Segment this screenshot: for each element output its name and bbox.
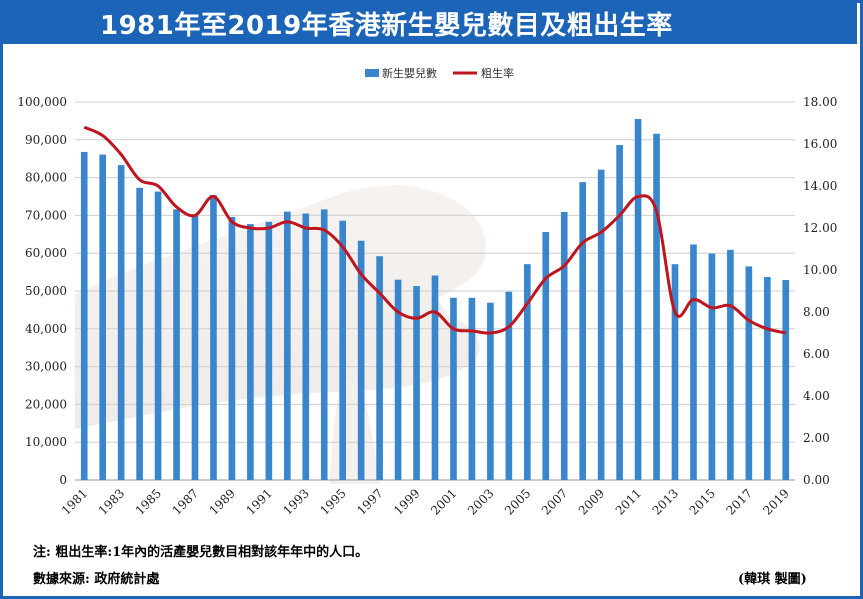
bar-2003 [487, 302, 494, 480]
bar-1997 [376, 256, 383, 480]
bar-1985 [154, 191, 162, 480]
bar-1996 [357, 240, 365, 480]
bar-1984 [136, 187, 143, 480]
x-tick-label: 2019 [760, 486, 791, 517]
bar-2006 [542, 232, 550, 480]
y-right-tick-label: 14.00 [803, 179, 837, 193]
x-tick-label: 1981 [59, 486, 90, 517]
y-left-tick-label: 50,000 [25, 284, 67, 298]
y-left-tick-label: 100,000 [17, 95, 67, 109]
bar-1998 [394, 279, 402, 480]
bar-1993 [302, 213, 310, 480]
bar-2015 [708, 253, 716, 480]
x-tick-label: 2005 [502, 486, 533, 517]
x-tick-label: 2007 [539, 486, 570, 517]
y-left-tick-label: 80,000 [25, 171, 67, 185]
legend-line-label: 粗生率 [481, 66, 514, 80]
bar-1987 [191, 215, 199, 480]
y-left-tick-label: 30,000 [25, 360, 67, 374]
bar-1986 [173, 209, 180, 481]
bar-1989 [228, 216, 236, 481]
y-right-tick-label: 2.00 [803, 431, 830, 445]
x-tick-label: 2017 [723, 486, 754, 517]
x-tick-label: 1987 [170, 486, 201, 517]
y-right-tick-label: 8.00 [803, 305, 830, 319]
legend: 新生嬰兒數 粗生率 [365, 66, 514, 80]
x-tick-label: 2013 [650, 486, 681, 517]
bar-2018 [763, 277, 771, 480]
y-right-tick-label: 10.00 [803, 263, 837, 277]
bar-1981 [80, 151, 88, 480]
bar-2017 [745, 266, 753, 480]
bar-2002 [468, 297, 476, 480]
bar-1999 [413, 286, 420, 480]
bar-2007 [560, 211, 568, 481]
x-tick-label: 1993 [280, 486, 311, 517]
bar-2001 [450, 297, 457, 480]
y-left-tick-label: 60,000 [25, 246, 67, 260]
line-series [83, 125, 787, 335]
bar-2008 [579, 182, 587, 481]
y-right-tick-label: 18.00 [803, 95, 837, 109]
x-tick-label: 2015 [687, 486, 718, 517]
bar-1982 [99, 154, 107, 480]
bar-series [80, 119, 790, 481]
y-right-tick-label: 0.00 [803, 473, 830, 487]
bar-2013 [671, 264, 679, 480]
chart-area: 0 10,000 20,000 30,000 40,000 50,000 60,000 70,… [17, 66, 837, 518]
bar-2010 [616, 145, 623, 480]
y-left-tick-label: 70,000 [25, 208, 67, 222]
birth-rate-line [83, 125, 787, 335]
bar-2011 [634, 119, 642, 480]
x-tick-label: 2001 [428, 486, 459, 517]
x-tick-label: 1997 [354, 486, 385, 517]
x-tick-label: 1995 [317, 486, 348, 517]
bar-1992 [283, 211, 291, 480]
y-left-tick-label: 10,000 [25, 435, 67, 449]
x-tick-label: 1983 [96, 486, 127, 517]
legend-bar-swatch [365, 69, 379, 77]
bar-2012 [653, 133, 660, 480]
bar-1988 [210, 194, 217, 480]
y-axis-left: 0 10,000 20,000 30,000 40,000 50,000 60,000 70,… [17, 95, 67, 487]
x-tick-label: 2003 [465, 486, 496, 517]
x-tick-label: 1985 [133, 486, 164, 517]
title-bar: 1981年至2019年香港新生嬰兒數目及粗出生率 [0, 0, 857, 44]
bar-2000 [431, 275, 439, 480]
y-left-tick-label: 20,000 [25, 397, 67, 411]
bar-2004 [505, 291, 513, 480]
y-right-tick-label: 16.00 [803, 137, 837, 151]
chart-title: 1981年至2019年香港新生嬰兒數目及粗出生率 [100, 11, 673, 41]
x-tick-label: 2011 [613, 486, 644, 517]
x-axis: 1981 1983 1985 1987 1989 1991 1993 1995 1997 1999… [59, 486, 792, 517]
source-note: 數據來源: 政府統計處 [33, 572, 160, 587]
bar-1994 [320, 209, 328, 481]
credit-note: (韓琪 製圖) [738, 572, 807, 587]
x-tick-label: 1999 [391, 486, 422, 517]
bar-1990 [247, 224, 254, 480]
bar-2014 [690, 244, 697, 480]
y-left-tick-label: 0 [59, 473, 67, 487]
bar-2009 [597, 169, 605, 481]
y-left-tick-label: 90,000 [25, 133, 67, 147]
y-left-tick-label: 40,000 [25, 322, 67, 336]
y-right-tick-label: 6.00 [803, 347, 830, 361]
x-tick-label: 2009 [576, 486, 607, 517]
x-tick-label: 1989 [207, 486, 238, 517]
x-tick-label: 1991 [243, 486, 274, 517]
footnote: 注: 粗出生率:1年內的活產嬰兒數目相對該年年中的人口。 [33, 545, 369, 560]
bar-1995 [339, 220, 347, 480]
bar-1991 [265, 221, 273, 481]
y-right-tick-label: 4.00 [803, 389, 830, 403]
legend-bar-label: 新生嬰兒數 [382, 66, 437, 80]
bar-1983 [117, 165, 125, 480]
bar-2005 [523, 264, 531, 480]
y-axis-right: 0.00 2.00 4.00 6.00 8.00 10.00 12.00 14.00 16.00… [803, 95, 837, 487]
y-right-tick-label: 12.00 [803, 221, 837, 235]
bar-2019 [782, 280, 790, 480]
bar-2016 [727, 249, 734, 480]
